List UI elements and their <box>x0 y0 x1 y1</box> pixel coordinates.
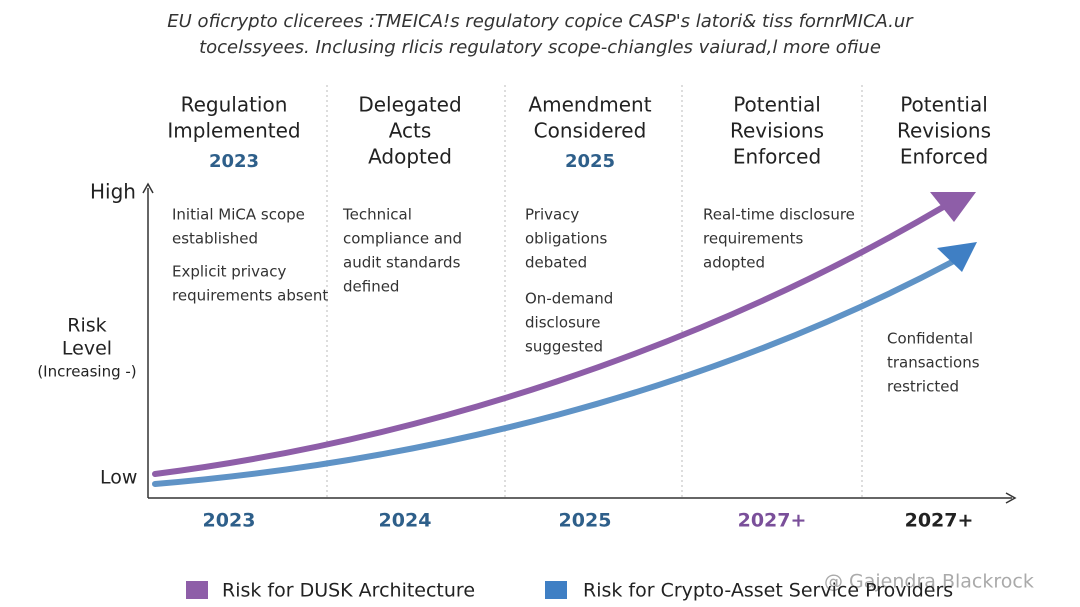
x-label: 2023 <box>203 510 256 532</box>
column-note: disclosure <box>525 314 600 332</box>
column-note: obligations <box>525 230 607 248</box>
legend-swatch <box>545 581 567 599</box>
column-note: Explicit privacy <box>172 263 286 281</box>
y-axis-label: (Increasing -) <box>37 363 136 381</box>
column-header: Regulation <box>181 93 288 117</box>
y-axis-label: Level <box>62 338 112 360</box>
column-header: Implemented <box>167 119 300 143</box>
purple-curve <box>152 203 948 477</box>
column-note: Initial MiCA scope <box>172 206 305 224</box>
title-line: EU oficrypto clicerees :TMEICA!s regulat… <box>167 11 914 32</box>
column-note: debated <box>525 254 587 272</box>
axes <box>142 182 1017 504</box>
legend-swatch <box>186 581 208 599</box>
column-header: Acts <box>389 119 432 143</box>
column-note: established <box>172 230 258 248</box>
column-note: transactions <box>887 354 980 372</box>
y-low: Low <box>100 467 137 489</box>
column-header: Enforced <box>900 145 988 169</box>
column-note: requirements <box>703 230 804 248</box>
column-note: Real-time disclosure <box>703 206 855 224</box>
column-note: restricted <box>887 378 959 396</box>
legend-label: Risk for Crypto-Asset Service Providers <box>583 580 953 602</box>
column-note: adopted <box>703 254 765 272</box>
column-header: Potential <box>733 93 821 117</box>
column-note: Privacy <box>525 206 579 224</box>
column-note: Technical <box>342 206 412 224</box>
y-high: High <box>90 180 136 204</box>
column-note: requirements absent <box>172 287 328 305</box>
blue-arrow <box>937 242 977 272</box>
column-header: Delegated <box>358 93 461 117</box>
x-label: 2025 <box>559 510 612 532</box>
column-year: 2023 <box>209 151 259 172</box>
column-header: Adopted <box>368 145 452 169</box>
blue-curve <box>152 259 955 487</box>
risk-curves <box>152 192 977 487</box>
column-note: audit standards <box>343 254 461 272</box>
column-year: 2025 <box>565 151 615 172</box>
column-note: suggested <box>525 338 603 356</box>
column-note: compliance and <box>343 230 462 248</box>
column-note: Confidental <box>887 330 973 348</box>
column-header: Amendment <box>528 93 651 117</box>
y-axis-label: Risk <box>67 315 106 337</box>
column-header: Revisions <box>897 119 991 143</box>
column-header: Enforced <box>733 145 821 169</box>
watermark: @ Gajendra Blackrock <box>824 571 1034 593</box>
column-header: Revisions <box>730 119 824 143</box>
column-note: On-demand <box>525 290 613 308</box>
x-label: 2024 <box>379 510 432 532</box>
column-header: Potential <box>900 93 988 117</box>
separators <box>326 85 863 498</box>
purple-arrow <box>930 192 976 222</box>
x-label: 2027+ <box>905 510 974 532</box>
x-label: 2027+ <box>738 510 807 532</box>
legend-label: Risk for DUSK Architecture <box>222 580 475 602</box>
title-line: tocelssyees. Inclusing rlicis regulatory… <box>199 37 881 58</box>
column-header: Considered <box>534 119 647 143</box>
column-note: defined <box>343 278 399 296</box>
